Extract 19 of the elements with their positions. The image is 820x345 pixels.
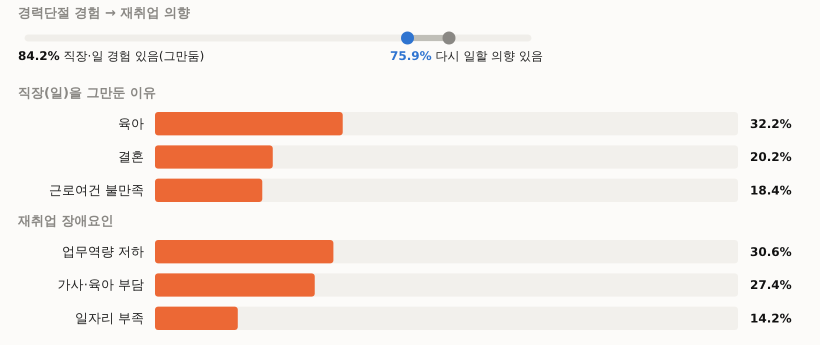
data-label: 75.9%: [390, 49, 432, 63]
category-label: 직장·일 경험 있음(그만둠): [60, 49, 204, 63]
y-tick-label: 근로여건 불만족: [48, 183, 144, 198]
data-label: 18.4%: [750, 184, 792, 198]
chart-title: 직장(일)을 그만둔 이유: [18, 86, 156, 101]
data-label: 32.2%: [750, 116, 792, 131]
data-label: 20.2%: [750, 150, 792, 164]
text: 경력단절 경험 → 재취업 의향: [18, 6, 190, 21]
data-label: 27.4%: [750, 278, 792, 292]
category-label: 다시 일할 의향 있음: [432, 49, 543, 63]
y-tick-label: 육아: [118, 116, 144, 132]
data-label: 14.2%: [750, 312, 792, 326]
data-label: 84.2%: [18, 49, 60, 63]
y-tick-label: 결혼: [118, 150, 144, 166]
y-tick-label: 가사·육아 부담: [58, 278, 144, 294]
chart-title: 재취업 장애요인: [17, 214, 114, 229]
y-tick-label: 일자리 부족: [74, 311, 144, 326]
data-label: 30.6%: [750, 244, 792, 259]
y-tick-label: 업무역량 저하: [62, 244, 144, 260]
